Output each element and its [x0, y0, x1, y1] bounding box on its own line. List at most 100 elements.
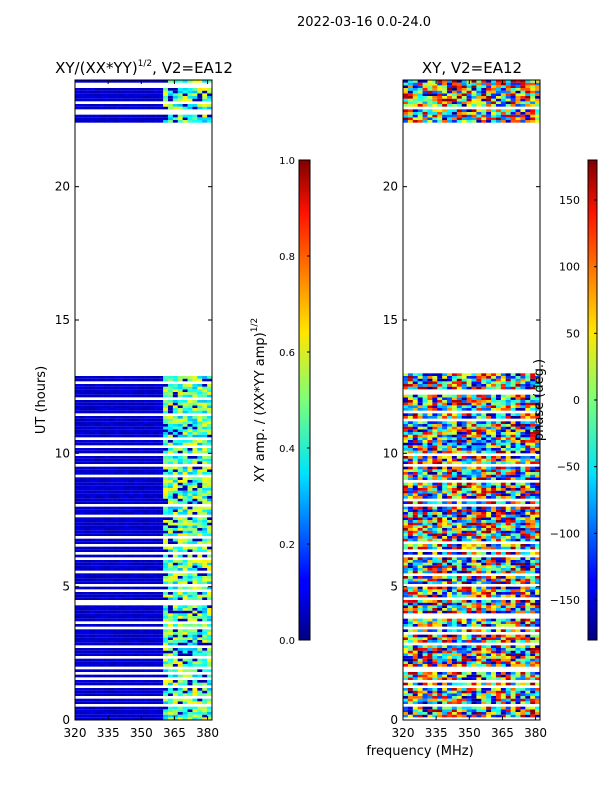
phase-heatmap-cell	[437, 661, 443, 664]
amplitude-heatmap-cell	[84, 693, 91, 696]
amplitude-heatmap-cell	[119, 714, 125, 718]
phase-heatmap-cell	[412, 602, 419, 606]
phase-heatmap-cell	[447, 629, 453, 632]
amplitude-heatmap-cell	[79, 472, 86, 475]
phase-heatmap-cell	[422, 605, 428, 608]
amplitude-heatmap-cell	[75, 613, 81, 616]
amplitude-heatmap-cell	[75, 434, 81, 438]
phase-heatmap-cell	[466, 677, 472, 680]
amplitude-heatmap-cell	[138, 568, 144, 571]
amplitude-heatmap-cell	[138, 648, 144, 651]
amplitude-heatmap-cell	[133, 416, 139, 419]
amplitude-heatmap-cell	[202, 709, 208, 712]
amplitude-heatmap-cell	[163, 93, 169, 96]
phase-heatmap-cell	[515, 544, 521, 547]
phase-heatmap-cell	[515, 661, 521, 664]
amplitude-heatmap-cell	[114, 104, 120, 107]
amplitude-heatmap-cell	[104, 480, 110, 483]
phase-heatmap-cell	[422, 712, 428, 715]
phase-heatmap-cell	[481, 544, 487, 547]
amplitude-heatmap-cell	[123, 498, 130, 502]
phase-heatmap-cell	[476, 701, 482, 704]
phase-heatmap-cell	[417, 688, 423, 691]
amplitude-heatmap-cell	[104, 469, 110, 472]
amplitude-heatmap-cell	[94, 442, 100, 446]
amplitude-heatmap-cell	[75, 88, 81, 91]
amplitude-heatmap-cell	[148, 586, 154, 590]
amplitude-heatmap-cell	[202, 717, 208, 720]
phase-heatmap-cell	[471, 661, 477, 664]
amplitude-heatmap-cell	[197, 642, 203, 646]
amplitude-heatmap-cell	[153, 533, 159, 536]
amplitude-heatmap-cell	[177, 682, 184, 686]
amplitude-heatmap-cell	[99, 480, 105, 483]
amplitude-heatmap-cell	[158, 458, 164, 462]
phase-heatmap-cell	[495, 610, 502, 614]
amplitude-heatmap-cell	[153, 578, 159, 582]
amplitude-heatmap-cell	[167, 501, 174, 504]
amplitude-heatmap-cell	[158, 674, 164, 678]
phase-heatmap-cell	[442, 621, 448, 624]
phase-heatmap-cell	[476, 674, 482, 678]
phase-heatmap-cell	[495, 650, 502, 654]
amplitude-heatmap-cell	[79, 405, 86, 408]
amplitude-heatmap-cell	[133, 106, 139, 110]
phase-heatmap-cell	[491, 629, 497, 632]
amplitude-heatmap-cell	[133, 496, 139, 499]
amplitude-heatmap-cell	[84, 461, 91, 464]
phase-heatmap-cell	[407, 544, 414, 547]
phase-heatmap-cell	[515, 637, 521, 640]
phase-heatmap-cell	[437, 688, 443, 691]
phase-heatmap-cell	[403, 610, 409, 614]
phase-heatmap-cell	[432, 600, 438, 603]
amplitude-heatmap-cell	[202, 528, 208, 531]
amplitude-heatmap-cell	[192, 688, 198, 691]
amplitude-heatmap-cell	[104, 717, 110, 720]
amplitude-heatmap-cell	[89, 693, 95, 696]
amplitude-heatmap-cell	[163, 608, 169, 611]
phase-heatmap-cell	[466, 709, 472, 712]
amplitude-heatmap-cell	[75, 120, 81, 123]
amplitude-heatmap-cell	[158, 480, 164, 483]
phase-heatmap-cell	[442, 581, 448, 584]
amplitude-heatmap-cell	[99, 650, 105, 654]
phase-heatmap-cell	[530, 690, 536, 694]
amplitude-heatmap-cell	[158, 634, 164, 638]
phase-heatmap-cell	[530, 589, 536, 592]
amplitude-heatmap-cell	[138, 461, 144, 464]
amplitude-heatmap-cell	[163, 693, 169, 696]
phase-heatmap-cell	[407, 514, 414, 518]
amplitude-heatmap-cell	[172, 613, 179, 616]
amplitude-heatmap-cell	[187, 624, 193, 627]
amplitude-heatmap-cell	[75, 634, 81, 638]
amplitude-heatmap-cell	[182, 541, 188, 544]
amplitude-heatmap-cell	[138, 592, 144, 595]
amplitude-heatmap-cell	[182, 618, 188, 622]
phase-heatmap-cell	[486, 517, 492, 520]
amplitude-heatmap-cell	[133, 682, 139, 686]
amplitude-heatmap-cell	[119, 608, 125, 611]
amplitude-heatmap-cell	[114, 418, 120, 422]
phase-heatmap-cell	[520, 506, 526, 510]
phase-heatmap-cell	[456, 714, 463, 718]
amplitude-heatmap-cell	[192, 568, 198, 571]
amplitude-heatmap-cell	[75, 608, 81, 611]
amplitude-heatmap-cell	[197, 616, 203, 619]
amplitude-heatmap-cell	[187, 480, 193, 483]
amplitude-heatmap-cell	[172, 482, 179, 486]
amplitude-heatmap-cell	[167, 509, 174, 512]
amplitude-heatmap-cell	[207, 88, 213, 91]
amplitude-heatmap-cell	[202, 698, 208, 702]
phase-heatmap-cell	[535, 610, 541, 614]
phase-heatmap-cell	[530, 509, 536, 512]
phase-heatmap-cell	[403, 698, 409, 702]
amplitude-heatmap-cell	[192, 634, 198, 638]
phase-heatmap-cell	[476, 712, 482, 715]
amplitude-heatmap-cell	[202, 581, 208, 584]
amplitude-heatmap-cell	[153, 501, 159, 504]
amplitude-heatmap-cell	[187, 632, 193, 635]
phase-heatmap-cell	[442, 650, 448, 654]
amplitude-heatmap-cell	[153, 640, 159, 643]
phase-heatmap-cell	[432, 544, 438, 547]
amplitude-heatmap-cell	[158, 120, 164, 123]
